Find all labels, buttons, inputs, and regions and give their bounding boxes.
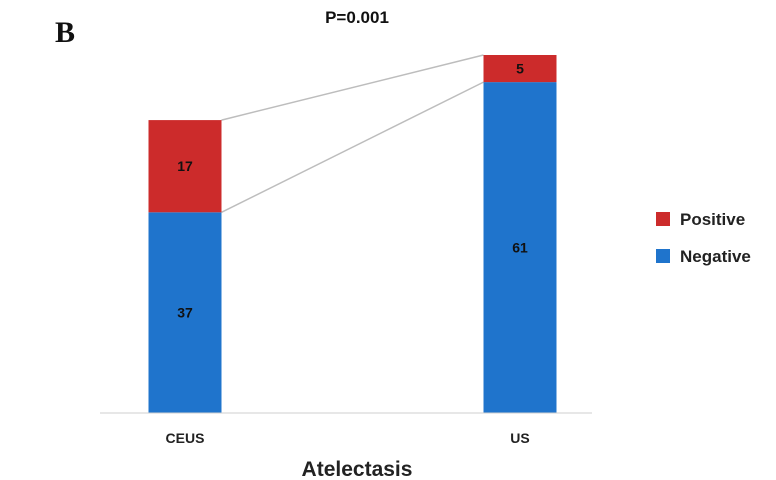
legend-label-positive: Positive [680,210,745,229]
legend-swatch-positive [656,212,670,226]
bar-negative-ceus [148,212,222,413]
data-label-positive-ceus: 17 [177,158,193,174]
bar-positive-ceus [148,120,222,213]
x-tick-label-us: US [510,430,529,446]
connector-line-positive [221,54,484,121]
legend-swatch-negative [656,249,670,263]
panel-label: B [55,16,75,49]
legend: Positive Negative [656,210,751,266]
x-axis-title: Atelectasis [302,458,413,480]
bars-group: 37 17 61 5 [148,55,557,413]
connector-lines [221,54,484,213]
connector-line-negative [221,81,484,213]
legend-label-negative: Negative [680,247,751,266]
x-tick-labels: CEUS US [166,430,530,446]
bar-positive-us [483,55,557,83]
chart-title: P=0.001 [325,8,389,27]
data-label-negative-us: 61 [512,240,528,256]
data-label-negative-ceus: 37 [177,305,193,321]
bar-negative-us [483,82,557,413]
x-tick-label-ceus: CEUS [166,430,205,446]
data-label-positive-us: 5 [516,61,524,77]
